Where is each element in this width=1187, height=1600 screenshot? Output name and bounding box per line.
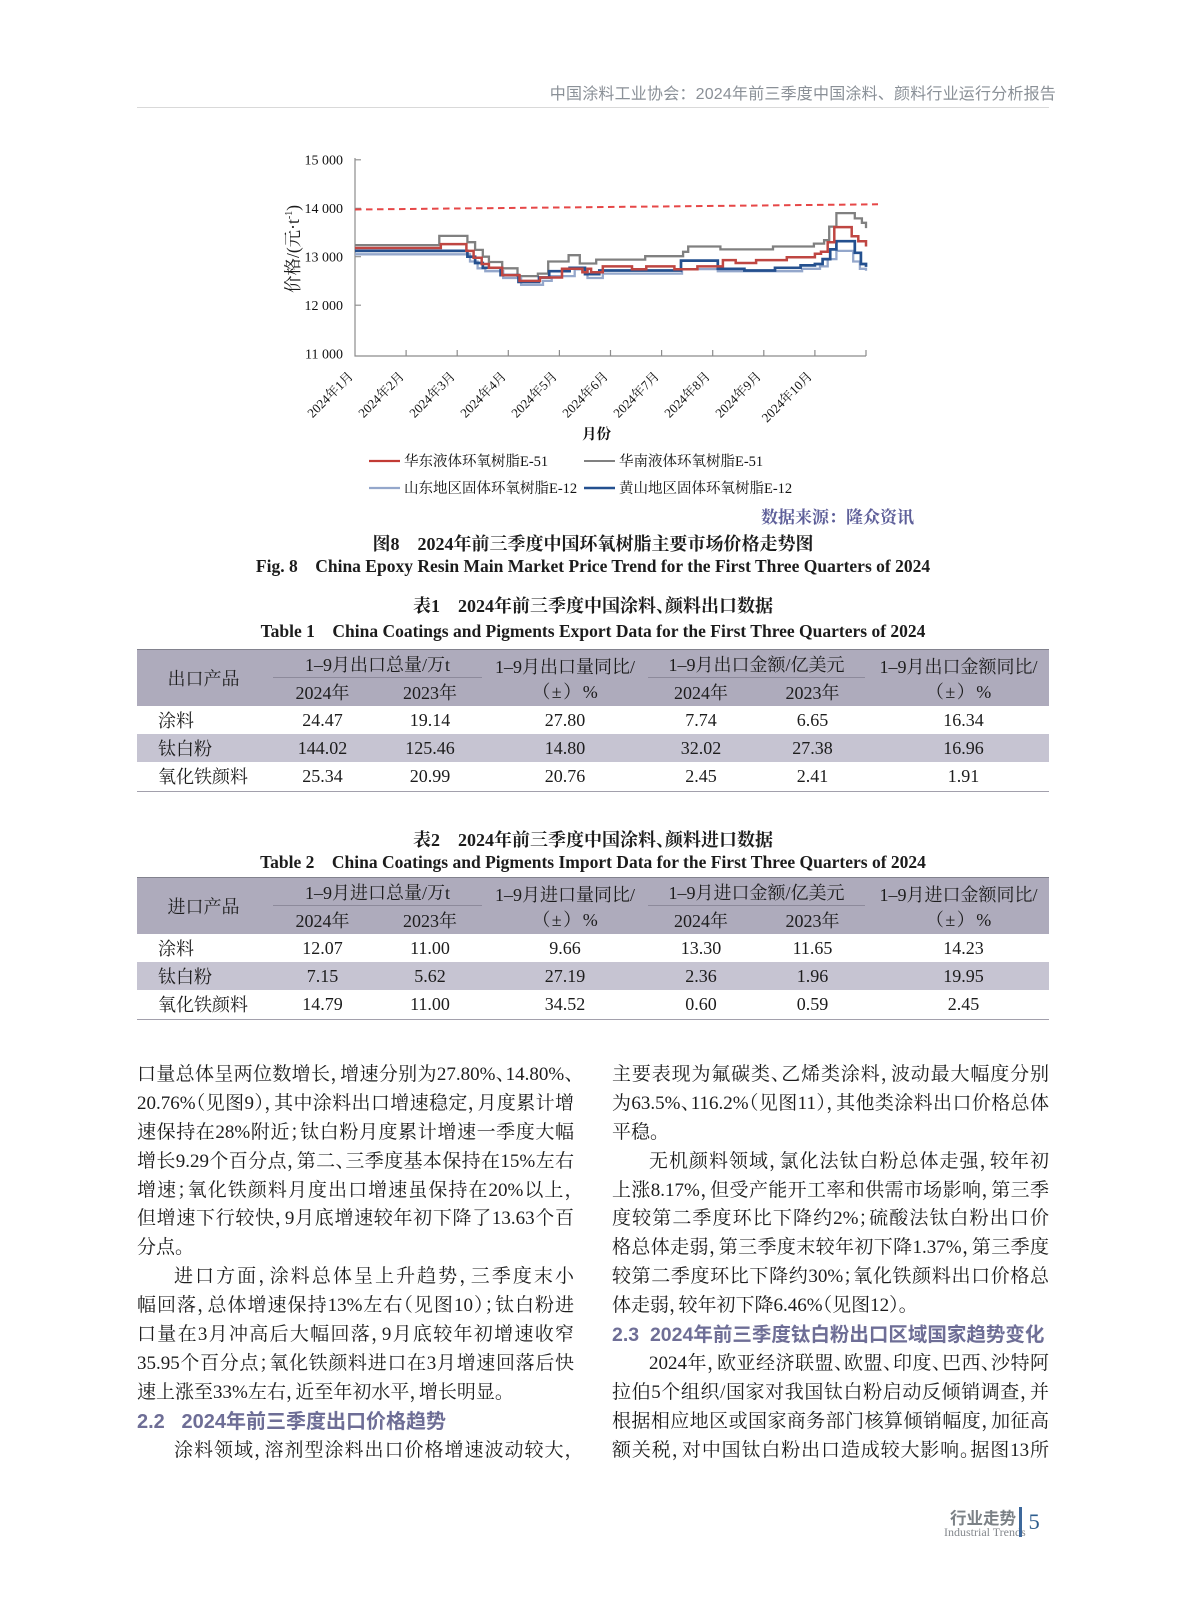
svg-text:2024年5月: 2024年5月	[508, 369, 560, 421]
svg-text:13 000: 13 000	[305, 250, 344, 265]
svg-text:黄山地区固体环氧树脂E-12: 黄山地区固体环氧树脂E-12	[619, 479, 792, 497]
svg-text:山东地区固体环氧树脂E-12: 山东地区固体环氧树脂E-12	[404, 479, 577, 497]
svg-text:14 000: 14 000	[305, 202, 344, 217]
svg-text:2024年2月: 2024年2月	[355, 369, 407, 421]
svg-text:2024年8月: 2024年8月	[661, 369, 713, 421]
svg-text:12 000: 12 000	[305, 299, 344, 314]
svg-text:华南液体环氧树脂E-51: 华南液体环氧树脂E-51	[619, 452, 763, 470]
svg-text:11 000: 11 000	[305, 347, 343, 362]
svg-text:2024年6月: 2024年6月	[559, 369, 611, 421]
svg-text:2024年1月: 2024年1月	[304, 369, 356, 421]
svg-text:2024年10月: 2024年10月	[759, 369, 816, 426]
svg-text:华东液体环氧树脂E-51: 华东液体环氧树脂E-51	[404, 452, 548, 470]
svg-text:数据来源：隆众资讯: 数据来源：隆众资讯	[761, 507, 914, 527]
svg-text:15 000: 15 000	[305, 154, 344, 169]
svg-text:2024年3月: 2024年3月	[406, 369, 458, 421]
svg-text:2024年9月: 2024年9月	[712, 369, 764, 421]
svg-text:2024年7月: 2024年7月	[610, 369, 662, 421]
svg-text:2024年4月: 2024年4月	[457, 369, 509, 421]
svg-text:月份: 月份	[582, 425, 611, 443]
